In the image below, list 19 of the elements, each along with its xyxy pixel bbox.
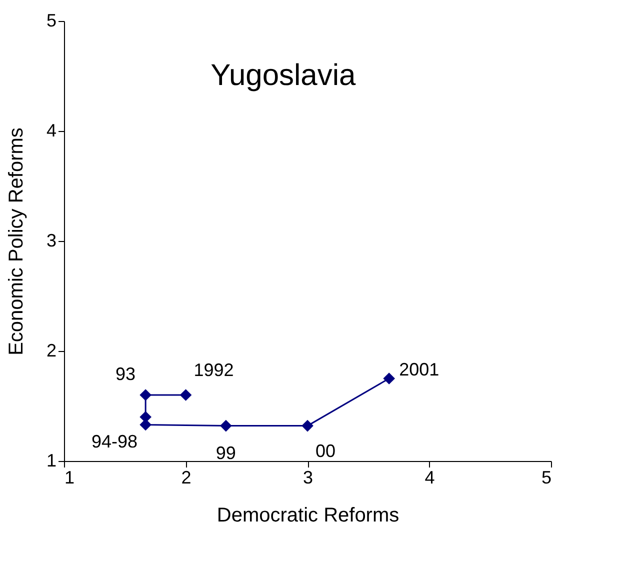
annotation: 2001 [399,360,440,380]
x-tick-label: 5 [541,468,552,488]
annotation: 1992 [194,360,234,380]
y-tick-label: 5 [46,10,56,30]
y-tick-label: 4 [46,120,56,140]
x-tick-label: 1 [64,468,75,488]
x-tick-label: 3 [302,468,314,488]
x-tick-label: 4 [424,468,435,488]
annotation: 94-98 [92,432,138,452]
annotation: 99 [216,442,236,463]
y-axis-title: Economic Policy Reforms [5,128,28,356]
text: Yugoslavia [210,59,356,92]
annotation: 00 [316,440,336,461]
annotation: 93 [116,364,136,384]
y-tick-label: 2 [46,340,56,360]
y-tick-label: 3 [46,230,56,250]
y-tick-label: 1 [46,450,56,470]
x-tick-label: 2 [181,468,192,488]
x-axis-title: Democratic Reforms [216,504,400,526]
